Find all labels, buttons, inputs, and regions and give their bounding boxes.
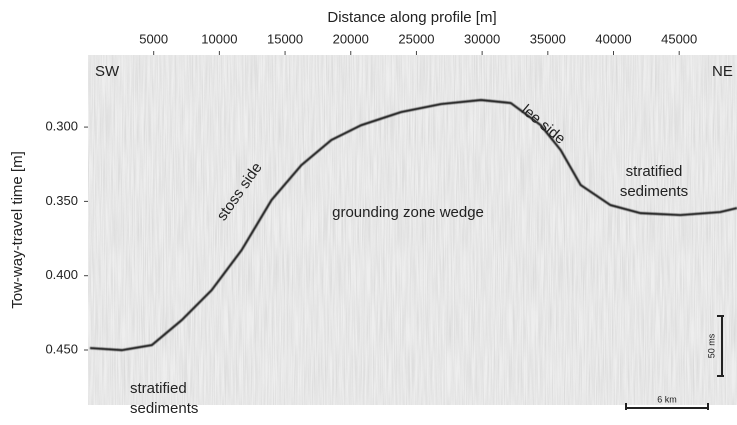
annotation: NE — [712, 63, 733, 80]
x-tick-label: 25000 — [398, 31, 434, 46]
x-tick-label: 5000 — [139, 31, 168, 46]
vertical-scale-label: 50 ms — [706, 333, 716, 358]
x-tick-label: 35000 — [530, 31, 566, 46]
y-tick-label: 0.450 — [45, 341, 78, 356]
y-axis-title: Tow-way-travel time [m] — [9, 151, 26, 309]
x-tick-label: 40000 — [595, 31, 631, 46]
annotation: SW — [95, 63, 120, 80]
annotation: stratified — [626, 163, 683, 180]
annotation: grounding zone wedge — [332, 204, 484, 221]
x-tick-label: 45000 — [661, 31, 697, 46]
noise-texture — [88, 55, 737, 405]
y-tick-label: 0.300 — [45, 119, 78, 134]
x-tick-label: 15000 — [267, 31, 303, 46]
annotation: stratified — [130, 380, 187, 397]
y-tick-label: 0.350 — [45, 193, 78, 208]
x-tick-label: 10000 — [201, 31, 237, 46]
x-axis-title: Distance along profile [m] — [327, 9, 496, 26]
seismic-figure: Distance along profile [m] Tow-way-trave… — [0, 0, 737, 425]
x-tick-label: 30000 — [464, 31, 500, 46]
y-tick-label: 0.400 — [45, 267, 78, 282]
annotation: sediments — [620, 183, 688, 200]
horizontal-scale-label: 6 km — [657, 394, 677, 404]
annotation: sediments — [130, 400, 198, 417]
x-tick-label: 20000 — [333, 31, 369, 46]
